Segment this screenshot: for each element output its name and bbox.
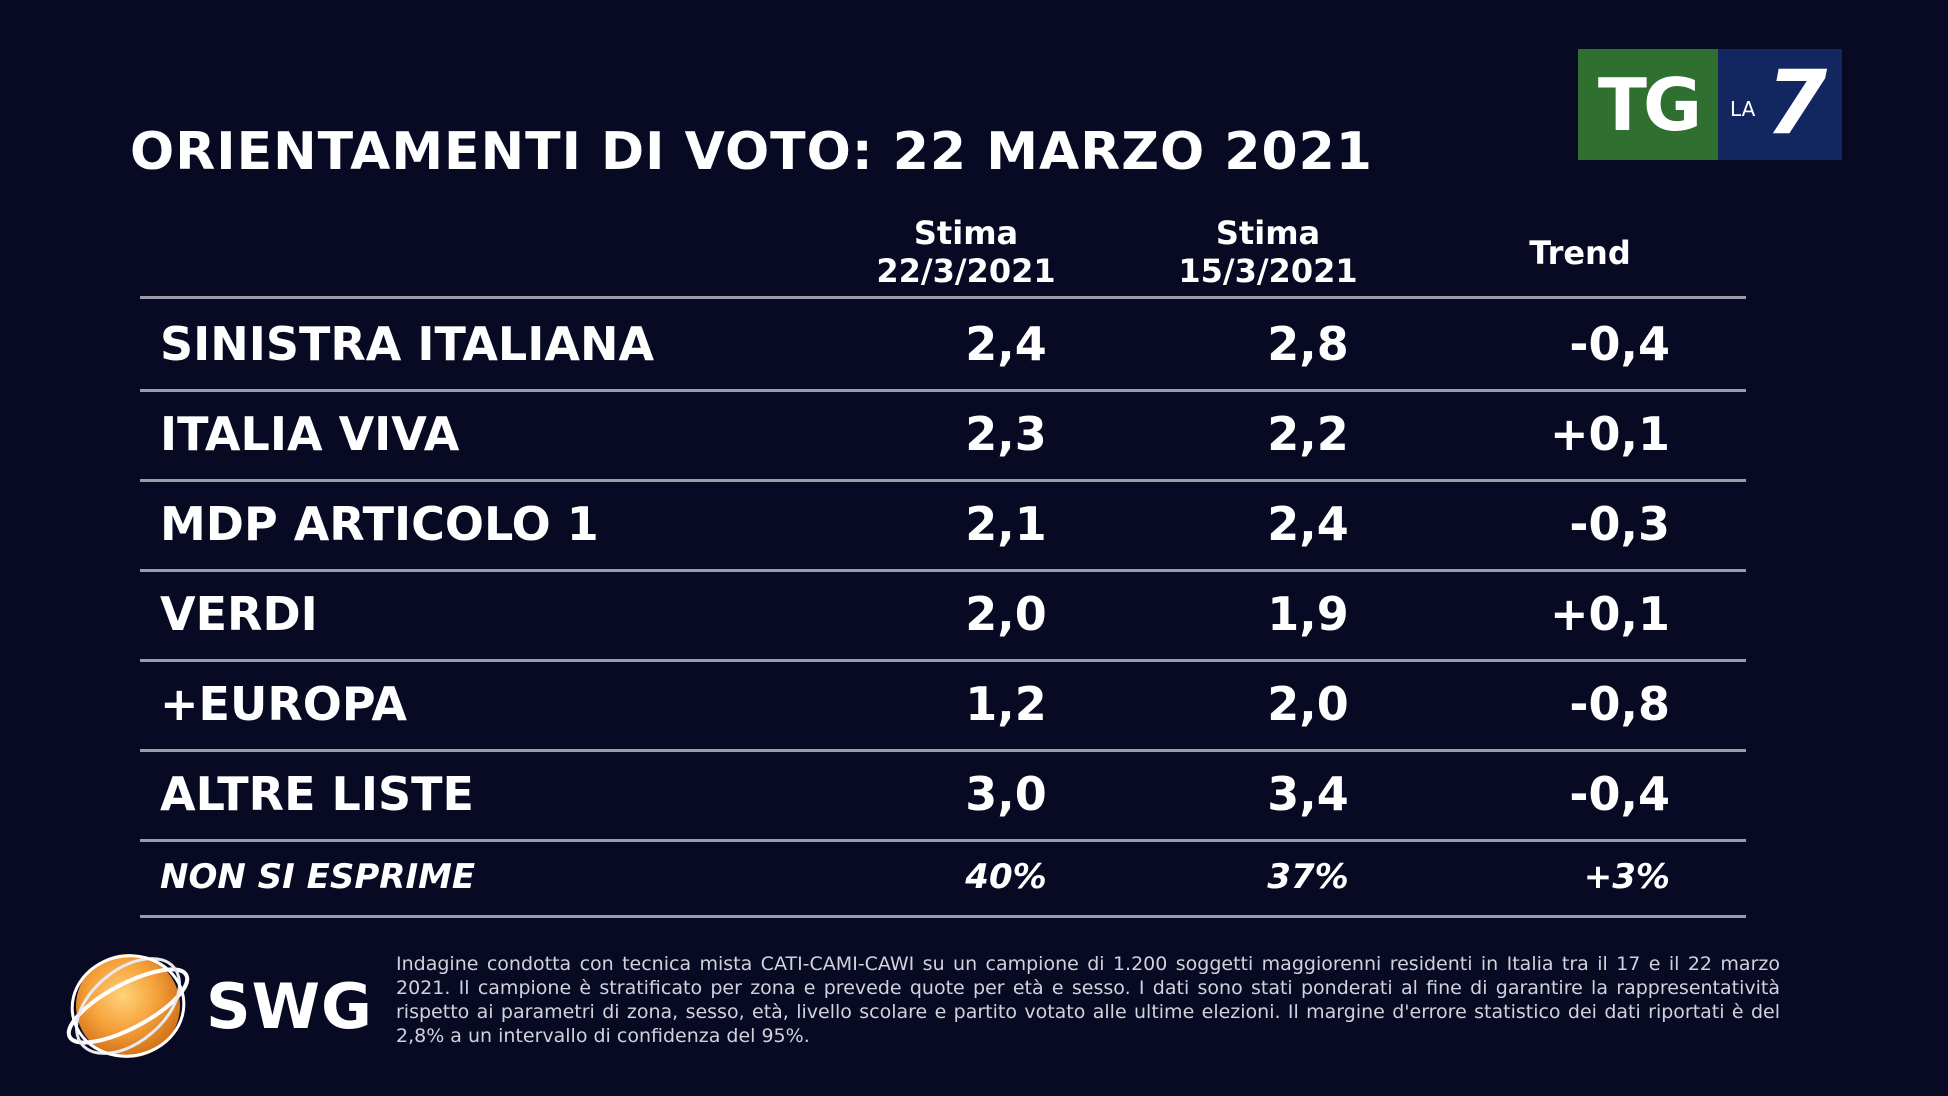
methodology-footnote: Indagine condotta con tecnica mista CATI… [396,953,1780,1047]
value-stima-15-3: 2,4 [1267,497,1349,551]
value-stima-15-3: 1,9 [1267,587,1349,641]
header-stima-15-3: Stima 15/3/2021 [1138,214,1398,290]
row-divider [140,915,1746,918]
value-stima-15-3: 2,8 [1267,317,1349,371]
value-trend: -0,8 [1569,677,1670,731]
row-divider [140,749,1746,752]
value-trend: +0,1 [1549,407,1670,461]
party-name: NON SI ESPRIME [160,857,476,897]
value-trend: +3% [1583,857,1670,897]
row-divider [140,479,1746,482]
logo-la7: LA 7 [1718,49,1842,160]
party-name: ITALIA VIVA [160,407,460,461]
value-stima-22-3: 2,4 [965,317,1047,371]
logo-seven: 7 [1766,51,1828,154]
value-stima-15-3: 3,4 [1267,767,1349,821]
header-c1-line1: Stima [913,214,1019,252]
value-stima-15-3: 37% [1267,857,1349,897]
swg-globe-icon [66,954,190,1058]
value-stima-22-3: 2,3 [965,407,1047,461]
table-row: ITALIA VIVA 2,3 2,2 +0,1 [140,389,1746,479]
party-name: +EUROPA [160,677,407,731]
value-trend: -0,4 [1569,767,1670,821]
tg-la7-logo: TG LA 7 [1578,49,1842,160]
table-row: ALTRE LISTE 3,0 3,4 -0,4 [140,749,1746,839]
header-c1-line2: 22/3/2021 [876,252,1056,290]
row-divider [140,659,1746,662]
swg-label: SWG [206,970,373,1043]
party-name: ALTRE LISTE [160,767,474,821]
value-stima-22-3: 3,0 [965,767,1047,821]
party-name: MDP ARTICOLO 1 [160,497,599,551]
header-stima-22-3: Stima 22/3/2021 [836,214,1096,290]
party-name: SINISTRA ITALIANA [160,317,655,371]
table-row: +EUROPA 1,2 2,0 -0,8 [140,659,1746,749]
value-trend: -0,3 [1569,497,1670,551]
row-divider [140,569,1746,572]
chart-title: ORIENTAMENTI DI VOTO: 22 MARZO 2021 [130,122,1373,182]
value-stima-22-3: 1,2 [965,677,1047,731]
value-trend: -0,4 [1569,317,1670,371]
value-stima-22-3: 2,1 [965,497,1047,551]
logo-tg: TG [1578,49,1718,160]
row-divider [140,389,1746,392]
row-divider [140,296,1746,299]
value-stima-22-3: 2,0 [965,587,1047,641]
value-stima-22-3: 40% [965,857,1047,897]
value-stima-15-3: 2,2 [1267,407,1349,461]
row-divider [140,839,1746,842]
header-c2-line1: Stima [1215,214,1321,252]
header-trend: Trend [1529,234,1631,272]
table-row: SINISTRA ITALIANA 2,4 2,8 -0,4 [140,299,1746,389]
logo-la: LA [1730,97,1756,121]
value-stima-15-3: 2,0 [1267,677,1349,731]
value-trend: +0,1 [1549,587,1670,641]
party-name: VERDI [160,587,318,641]
table-row: MDP ARTICOLO 1 2,1 2,4 -0,3 [140,479,1746,569]
table-row: NON SI ESPRIME 40% 37% +3% [140,839,1746,915]
table-row: VERDI 2,0 1,9 +0,1 [140,569,1746,659]
swg-logo: SWG [56,940,376,1070]
header-c2-line2: 15/3/2021 [1178,252,1358,290]
